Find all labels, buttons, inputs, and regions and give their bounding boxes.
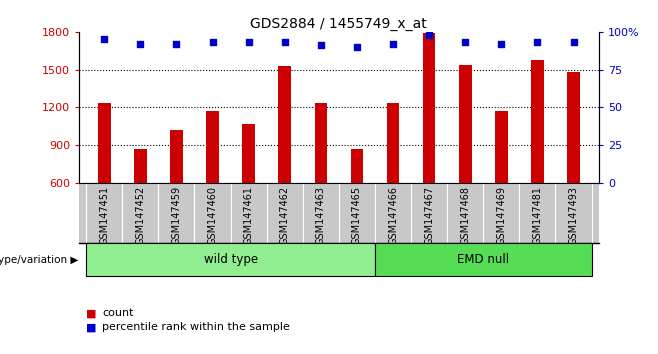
Point (99, 36, 109, 42)
Text: GSM147460: GSM147460 (207, 185, 218, 245)
Point (569, 40, 579, 45)
Bar (206, 111, 219, 183)
Bar (495, 111, 507, 183)
Point (424, 32, 434, 38)
Text: GSM147481: GSM147481 (532, 185, 542, 245)
Point (460, 40, 470, 45)
Bar (375, 243, 592, 276)
Point (207, 40, 218, 45)
Title: GDS2884 / 1455749_x_at: GDS2884 / 1455749_x_at (251, 17, 427, 31)
Bar (86, 243, 375, 276)
Text: GSM147452: GSM147452 (136, 185, 145, 245)
Text: GSM147469: GSM147469 (496, 185, 506, 245)
Text: GSM147461: GSM147461 (243, 185, 253, 245)
Bar (315, 103, 327, 183)
Bar (98, 103, 111, 183)
Point (532, 40, 543, 45)
Text: GSM147468: GSM147468 (460, 185, 470, 245)
Bar (351, 149, 363, 183)
Point (351, 44, 362, 50)
Point (171, 41, 182, 47)
Text: GSM147451: GSM147451 (99, 185, 109, 245)
Text: GSM147467: GSM147467 (424, 185, 434, 245)
Point (496, 41, 507, 47)
Text: genotype/variation ▶: genotype/variation ▶ (0, 255, 78, 264)
Text: GSM147462: GSM147462 (280, 185, 290, 245)
Bar (423, 33, 436, 183)
Point (243, 40, 254, 45)
Point (316, 42, 326, 48)
Bar (242, 124, 255, 183)
Point (280, 40, 290, 45)
Text: GSM147465: GSM147465 (352, 185, 362, 245)
Bar (531, 59, 544, 183)
Text: GSM147466: GSM147466 (388, 185, 398, 245)
Text: GSM147463: GSM147463 (316, 185, 326, 245)
Text: ■: ■ (86, 308, 96, 318)
Bar (278, 66, 291, 183)
Text: count: count (102, 308, 134, 318)
Bar (459, 64, 472, 183)
Point (388, 41, 398, 47)
Bar (567, 72, 580, 183)
Text: ■: ■ (86, 322, 96, 332)
Bar (387, 103, 399, 183)
Text: GSM147459: GSM147459 (172, 185, 182, 245)
Point (135, 41, 145, 47)
Text: wild type: wild type (203, 253, 258, 266)
Bar (170, 130, 183, 183)
Text: GSM147493: GSM147493 (569, 185, 578, 245)
Text: percentile rank within the sample: percentile rank within the sample (102, 322, 290, 332)
Bar (134, 149, 147, 183)
Text: EMD null: EMD null (457, 253, 509, 266)
